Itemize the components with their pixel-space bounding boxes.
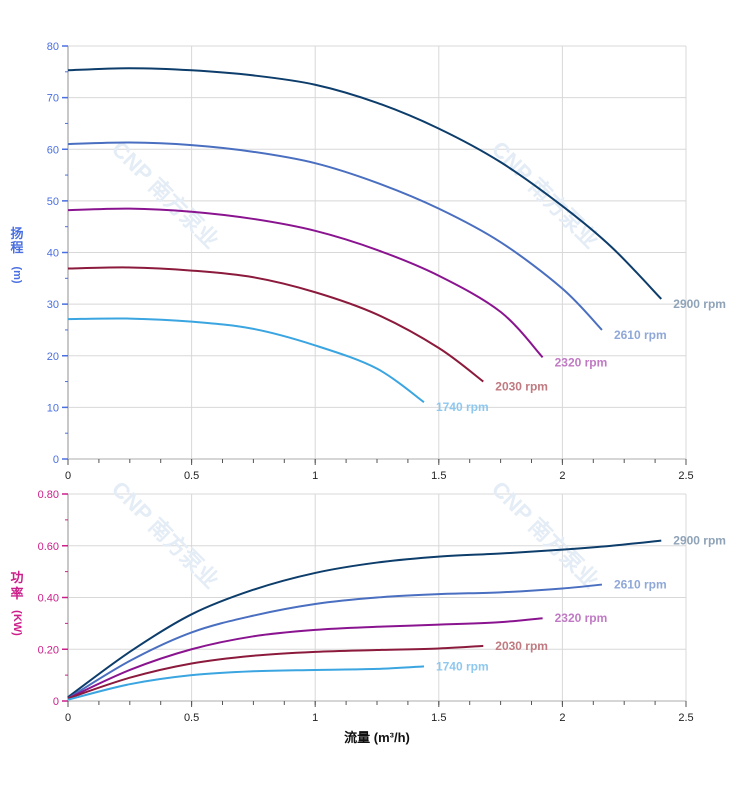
y-tick-label: 0 [53,696,59,708]
x-tick-label: 1 [312,470,318,482]
head-chart: CNP 南方泵业 CNP 南方泵业 0 10 20 30 40 50 60 70 80 0 0.5 1 1.… [10,41,725,482]
x-tick-label: 1.5 [431,470,446,482]
series-label: 1740 rpm [436,659,489,673]
y-axis-label-unit: (KW) [11,610,23,636]
watermark-logo: CNP 南方泵业 [487,136,604,253]
series-line-2900-rpm [67,539,662,698]
series-label: 2320 rpm [555,611,608,625]
series-line-2030-rpm [67,266,484,383]
x-tick-label: 0.5 [184,470,199,482]
x-tick-label: 2.5 [678,712,693,724]
x-tick-label: 2.5 [678,470,693,482]
y-tick-label: 80 [47,41,59,53]
x-tick-label: 2 [559,470,565,482]
series-line-2320-rpm [67,617,543,700]
y-axis-label: 扬 [10,226,23,241]
y-axis-label: 率 [10,586,23,601]
x-tick-label: 0 [65,470,71,482]
x-axis-label: 流量 (m³/h) [344,730,410,745]
series-line-2030-rpm [67,644,484,700]
series-label: 2320 rpm [555,355,608,369]
series-line-1740-rpm [67,317,425,404]
series-label: 2900 rpm [673,534,726,548]
y-tick-label: 10 [47,402,59,414]
x-tick-label: 0 [65,712,71,724]
y-tick-label: 70 [47,93,59,105]
y-tick-label: 50 [47,196,59,208]
y-tick-label: 0.40 [38,593,59,605]
y-tick-label: 0 [53,454,59,466]
x-tick-label: 1 [312,712,318,724]
x-tick-label: 2 [559,712,565,724]
series-label: 2610 rpm [614,578,667,592]
series-line-2900-rpm [67,67,663,300]
series-line-1740-rpm [67,665,425,701]
series-line-2610-rpm [67,583,603,700]
series-label: 1740 rpm [436,400,489,414]
y-axis-label: 功 [10,570,23,585]
series-label: 2030 rpm [495,639,548,653]
x-tick-label: 1.5 [431,712,446,724]
series-label: 2900 rpm [673,297,726,311]
y-tick-label: 0.80 [38,489,59,501]
y-tick-label: 0.20 [38,644,59,656]
watermark-logo: CNP 南方泵业 [107,136,224,253]
series-line-2610-rpm [67,141,603,331]
y-axis-label: 程 [10,240,23,255]
series-line-2320-rpm [67,207,544,358]
series-label: 2610 rpm [614,328,667,342]
series-label: 2030 rpm [495,380,548,394]
y-tick-label: 0.60 [38,541,59,553]
y-tick-label: 20 [47,351,59,363]
y-tick-label: 60 [47,144,59,156]
y-tick-label: 40 [47,248,59,260]
y-tick-label: 30 [47,299,59,311]
x-tick-label: 0.5 [184,712,199,724]
y-axis-label-unit: (m) [11,266,23,283]
